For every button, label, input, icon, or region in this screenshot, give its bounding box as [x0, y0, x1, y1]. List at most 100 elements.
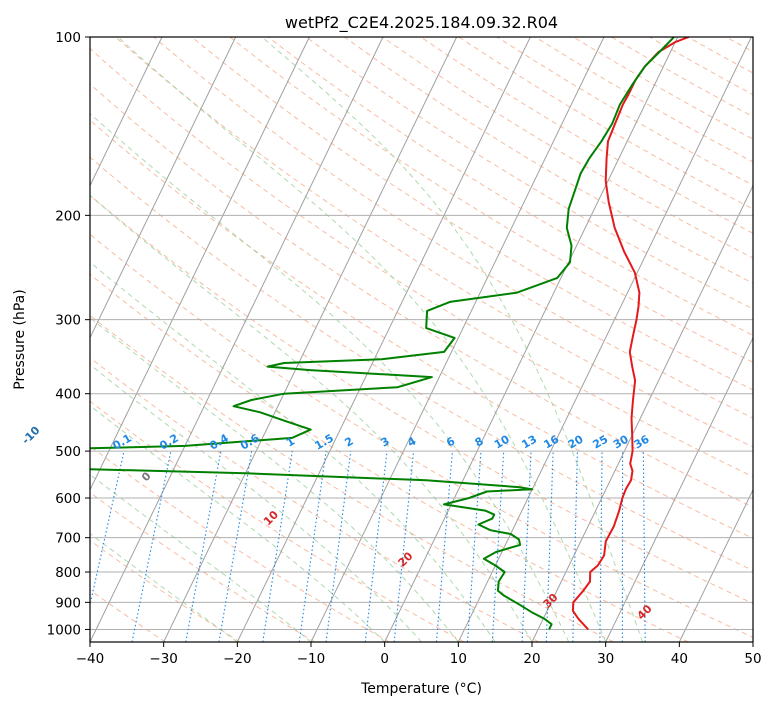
mixing-ratio-label: 4	[405, 434, 418, 449]
chart-title: wetPf2_C2E4.2025.184.09.32.R04	[285, 13, 558, 33]
mixing-ratio-label: 0.2	[157, 432, 180, 453]
dry-adiabat-line	[687, 37, 753, 74]
dry-adiabat-line	[191, 37, 753, 391]
mixing-ratio-line	[599, 451, 603, 642]
mixing-ratio-label: 0.1	[111, 432, 134, 453]
isotherm-line	[90, 37, 163, 187]
dry-adiabat-line	[496, 37, 753, 186]
dry-adiabat-line	[90, 445, 390, 642]
y-tick-label: 500	[55, 444, 81, 460]
x-tick-label: −30	[149, 651, 178, 667]
dry-adiabat-line	[725, 37, 753, 53]
label-layer: 0.10.20.40.611.52346810131620253036-100-…	[19, 424, 655, 623]
moist-adiabat-line	[90, 473, 312, 642]
y-tick-label: 900	[55, 595, 81, 611]
isotherm-line	[752, 640, 753, 642]
x-tick-label: 30	[597, 651, 614, 667]
isotherm-line	[384, 37, 679, 642]
y-tick-label: 700	[55, 531, 81, 547]
mixing-ratio-line	[364, 451, 388, 642]
dry-adiabat-line	[229, 37, 753, 363]
mixing-ratio-line	[262, 451, 293, 642]
isotherm-line	[90, 37, 384, 642]
y-tick-label: 800	[55, 565, 81, 581]
dry-adiabat-line	[90, 314, 614, 642]
mixing-ratio-line	[466, 451, 482, 642]
dry-adiabat-line	[90, 273, 689, 642]
dry-adiabat-line	[90, 156, 753, 571]
mixing-ratio-label: 30	[611, 432, 631, 451]
x-tick-label: 10	[450, 651, 467, 667]
dry-adiabat-line	[90, 194, 753, 604]
dry-adiabat-line	[90, 47, 753, 478]
isotherm-line	[678, 488, 753, 642]
mixing-ratio-label: 1.5	[313, 432, 336, 453]
moist-adiabat-line	[90, 261, 496, 642]
dry-adiabat-line	[573, 37, 753, 140]
dry-adiabat-label: 20	[396, 549, 416, 569]
mixing-ratio-label: 3	[379, 435, 392, 450]
dry-adiabat-line	[90, 233, 753, 639]
mixing-ratio-label: 0.4	[207, 431, 231, 452]
moist-adiabat-line	[90, 364, 422, 642]
mixing-ratio-line	[185, 451, 222, 642]
moist-adiabat-line	[90, 404, 386, 642]
mixing-ratio-label: 2	[342, 435, 355, 450]
dry-adiabat-line	[420, 37, 753, 234]
mixing-ratio-line	[435, 451, 453, 642]
x-tick-label: 20	[523, 651, 540, 667]
dry-adiabat-line	[90, 589, 166, 642]
dry-adiabat-line	[90, 83, 753, 508]
x-tick-label: −40	[76, 651, 105, 667]
moist-adiabat-line	[261, 37, 643, 642]
isotherm-line	[605, 336, 753, 642]
moist-adiabat-line	[90, 316, 459, 642]
x-tick-label: −20	[223, 651, 252, 667]
y-tick-label: 100	[55, 30, 81, 46]
moist-adiabat-line	[117, 37, 607, 642]
dry-adiabat-line	[764, 37, 775, 642]
mixing-ratio-line	[298, 451, 327, 642]
mixing-ratio-label: 20	[566, 432, 586, 451]
dry-adiabat-label: 10	[261, 508, 281, 528]
mixing-ratio-line	[545, 451, 554, 642]
dry-adiabat-line	[458, 37, 753, 210]
mixing-ratio-label: 0.6	[238, 431, 262, 452]
mixing-ratio-label: 25	[590, 433, 610, 452]
y-tick-label: 400	[55, 387, 81, 403]
mixing-ratio-line	[521, 451, 532, 642]
isotherm-line	[163, 37, 458, 642]
axis-layer: −40 −30 −20 −10 0 10 20 30 40 50 100 200 300 400 500 60…	[47, 30, 762, 667]
dry-adiabat-line	[115, 37, 753, 448]
isotherm-line	[90, 37, 237, 339]
x-axis-label: Temperature (°C)	[360, 681, 482, 697]
plot-frame	[89, 36, 754, 643]
x-tick-label: 0	[380, 651, 389, 667]
isotherm-line	[457, 37, 752, 642]
y-tick-label: 300	[55, 313, 81, 329]
y-axis-label: Pressure (hPa)	[12, 289, 28, 389]
dry-adiabat-label: 40	[635, 602, 655, 622]
mixing-ratio-line	[90, 450, 125, 608]
isotherm-line	[310, 37, 605, 642]
mixing-ratio-label: 13	[519, 433, 539, 452]
series-layer	[90, 37, 690, 631]
dry-adiabat-line	[90, 357, 540, 642]
mixing-ratio-line	[131, 450, 172, 642]
dewpoint-profile-line	[90, 37, 675, 630]
isotherm-line	[531, 184, 753, 642]
x-tick-label: −10	[297, 651, 326, 667]
dry-adiabat-label: -10	[19, 424, 42, 447]
moist-adiabat-line	[90, 112, 570, 642]
x-tick-label: 50	[744, 651, 761, 667]
grid-layer	[90, 37, 775, 642]
temperature-profile-line	[571, 37, 690, 631]
y-tick-label: 1000	[47, 622, 81, 638]
dry-adiabat-label: 30	[541, 591, 561, 611]
dry-adiabat-line	[611, 37, 753, 118]
dry-adiabat-line	[90, 400, 465, 642]
isotherm-line	[90, 37, 310, 492]
isotherm-line	[236, 37, 531, 642]
dry-adiabat-line	[90, 119, 753, 539]
